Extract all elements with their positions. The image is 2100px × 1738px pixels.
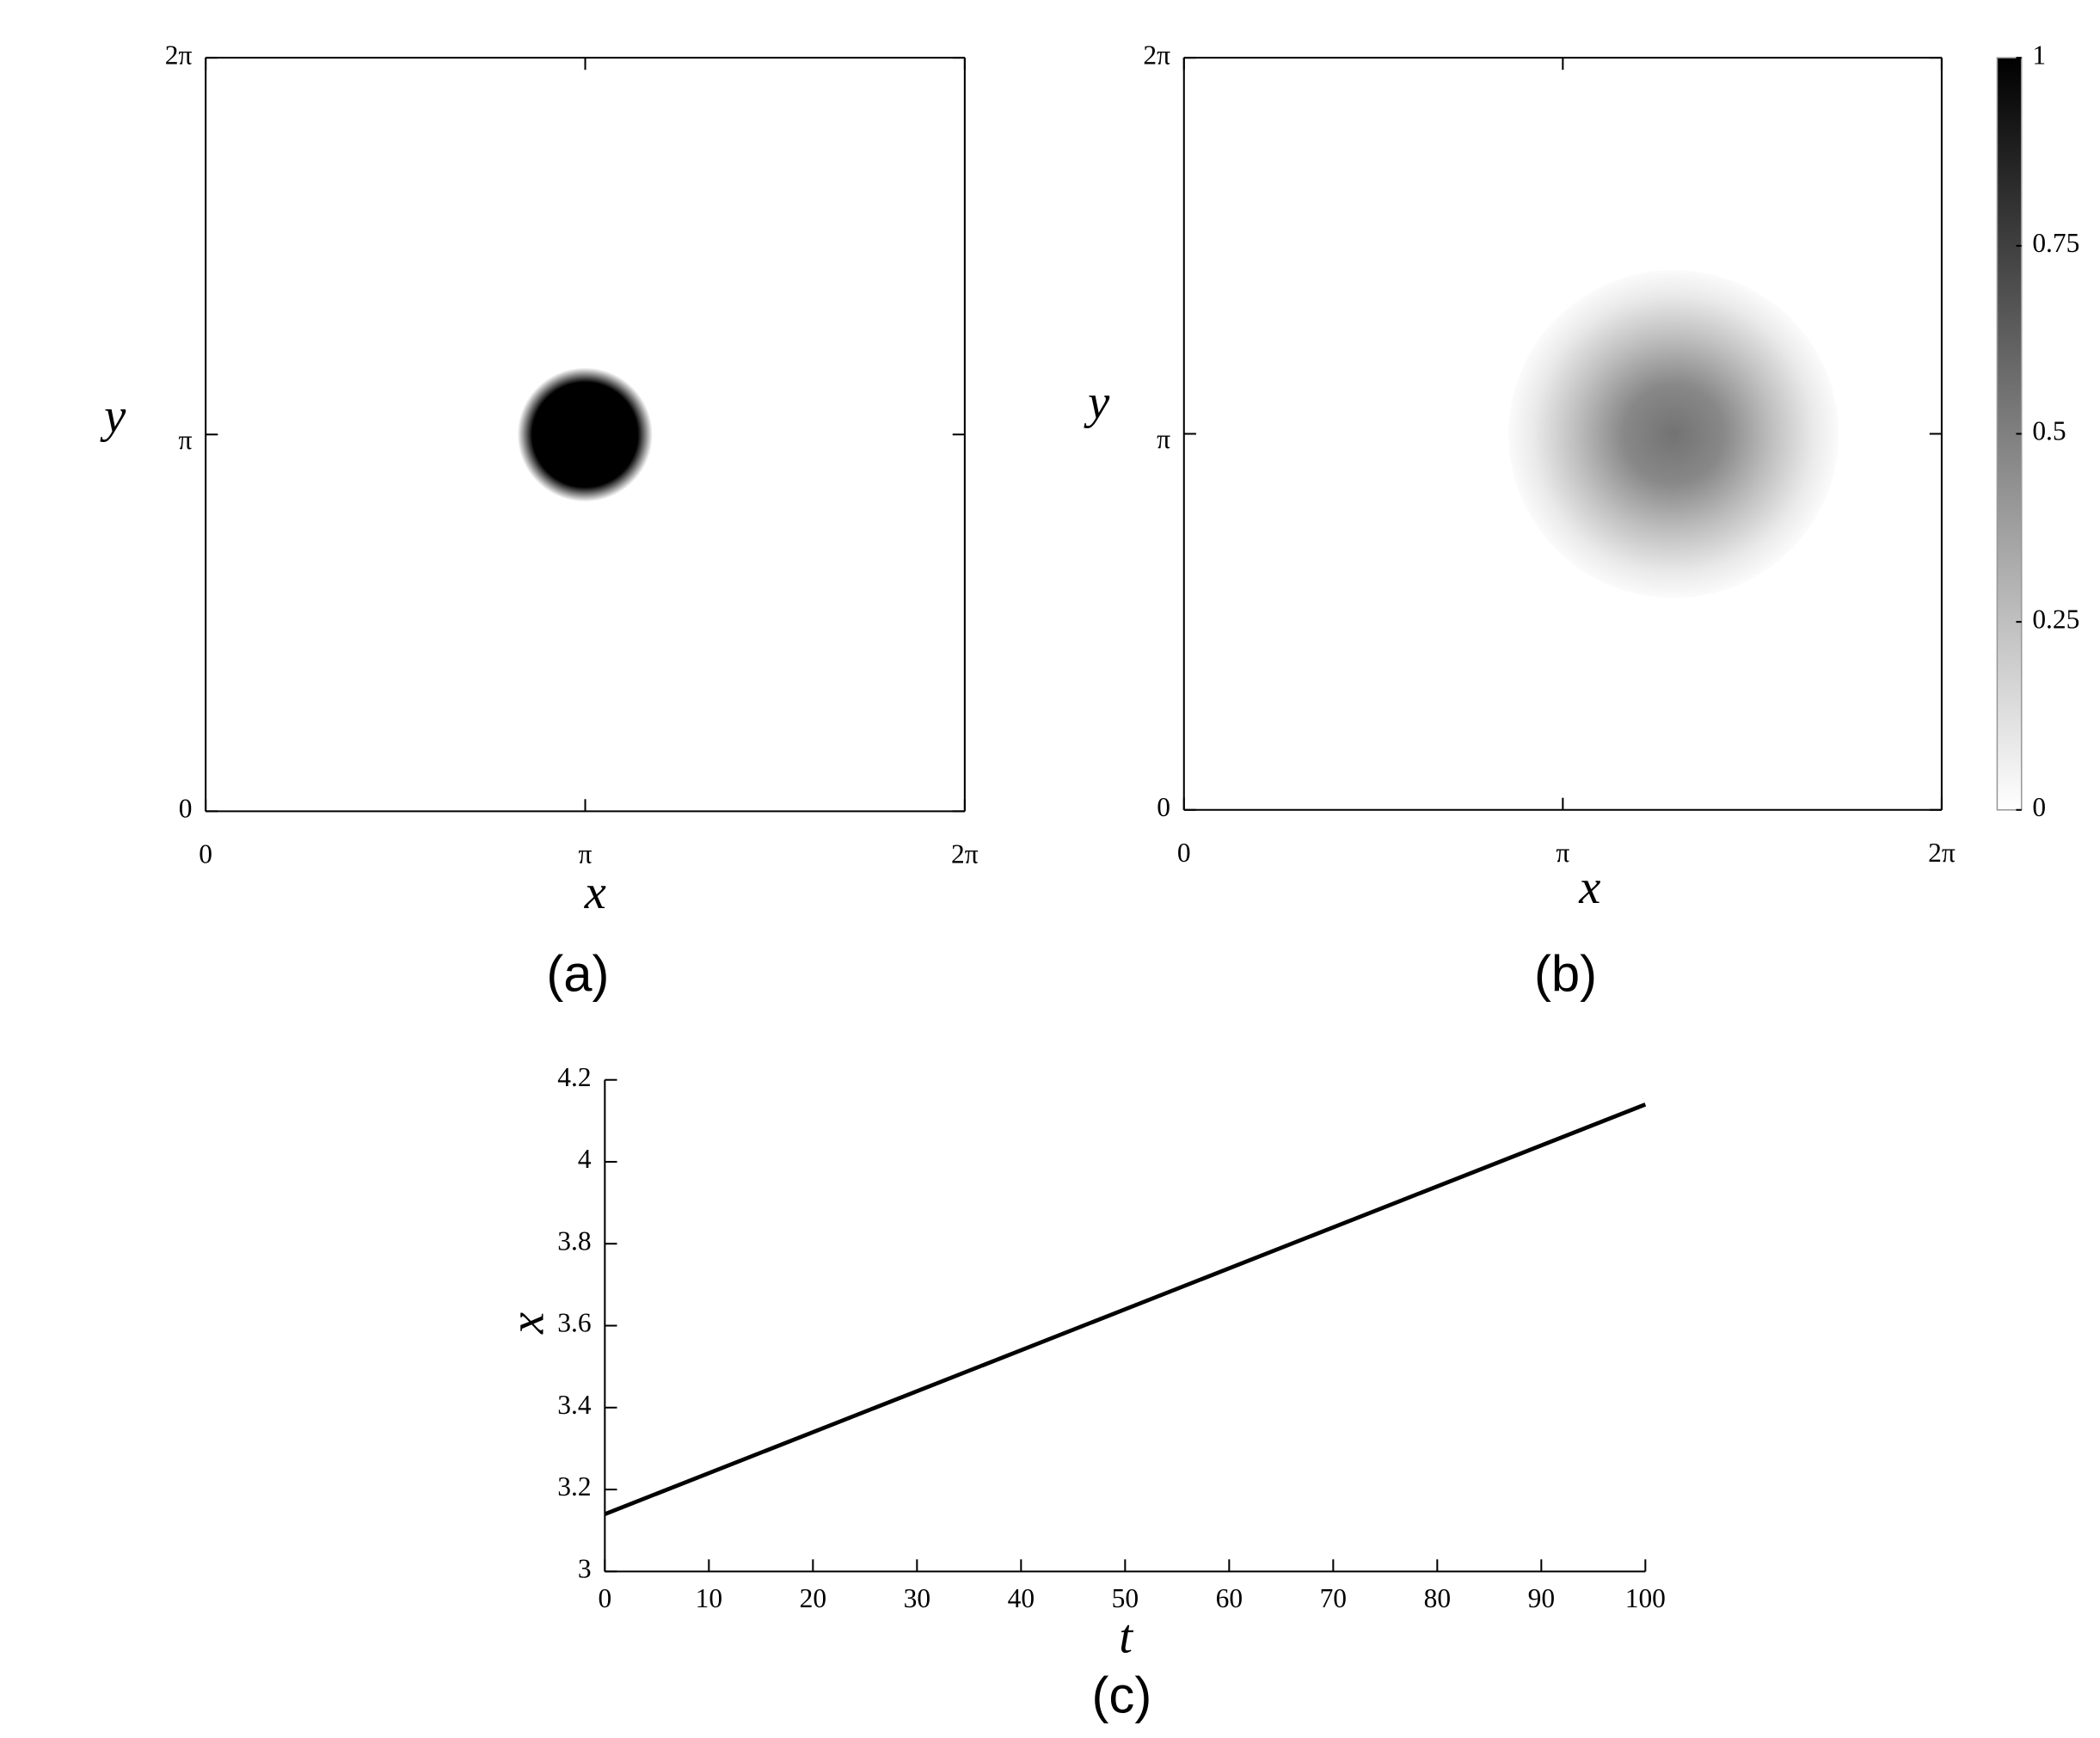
x-tick-label: 10	[696, 1583, 722, 1613]
y-tick-label: π	[1157, 424, 1170, 454]
y-tick-label: 3.8	[557, 1226, 591, 1256]
colorbar-tick-label: 0.5	[2032, 416, 2066, 446]
panel-caption: (a)	[546, 945, 609, 1003]
y-tick-label: 3.4	[557, 1390, 592, 1420]
x-tick-label: 2π	[1928, 838, 1956, 868]
x-axis-label: x	[584, 866, 606, 919]
x-tick-label: 70	[1320, 1583, 1347, 1613]
y-axis-label: y	[100, 390, 126, 443]
colorbar-tick-label: 0.75	[2032, 228, 2079, 258]
x-tick-label: 2π	[951, 839, 979, 869]
x-tick-label: 80	[1424, 1583, 1451, 1613]
x-axis-label: t	[1119, 1611, 1133, 1664]
panel-caption: (c)	[1092, 1667, 1152, 1724]
x-tick-label: 0	[598, 1583, 611, 1613]
y-tick-label: 2π	[1143, 40, 1170, 70]
x-tick-label: 40	[1008, 1583, 1035, 1613]
line	[604, 1102, 1647, 1516]
y-tick-label: 4	[578, 1144, 592, 1174]
colorbar-tick-label: 0	[2032, 792, 2046, 822]
y-tick-label: 2π	[165, 40, 193, 70]
colorbar-tick-label: 0.25	[2032, 604, 2079, 634]
x-tick-label: 20	[800, 1583, 826, 1613]
blob	[1508, 269, 1839, 599]
y-tick-label: 0	[1157, 792, 1170, 822]
y-axis-label: y	[1084, 376, 1110, 429]
y-tick-label: 0	[179, 794, 193, 824]
y-tick-label: 3.6	[557, 1308, 591, 1338]
x-tick-label: 0	[199, 839, 212, 869]
colorbar-tick-label: 1	[2032, 40, 2046, 70]
x-tick-label: 60	[1216, 1583, 1243, 1613]
y-tick-label: π	[179, 425, 193, 455]
blob	[517, 367, 653, 502]
panel-caption: (b)	[1534, 945, 1597, 1003]
x-tick-label: π	[579, 839, 593, 869]
x-tick-label: 90	[1528, 1583, 1555, 1613]
x-tick-label: 100	[1625, 1583, 1666, 1613]
x-tick-label: 30	[904, 1583, 930, 1613]
x-tick-label: π	[1556, 838, 1569, 868]
y-tick-label: 3	[578, 1554, 592, 1584]
y-tick-label: 3.2	[557, 1471, 591, 1502]
x-tick-label: 0	[1177, 838, 1191, 868]
x-tick-label: 50	[1112, 1583, 1139, 1613]
y-axis-label: x	[500, 1312, 554, 1335]
y-tick-label: 4.2	[557, 1062, 591, 1092]
x-axis-label: x	[1578, 861, 1600, 914]
